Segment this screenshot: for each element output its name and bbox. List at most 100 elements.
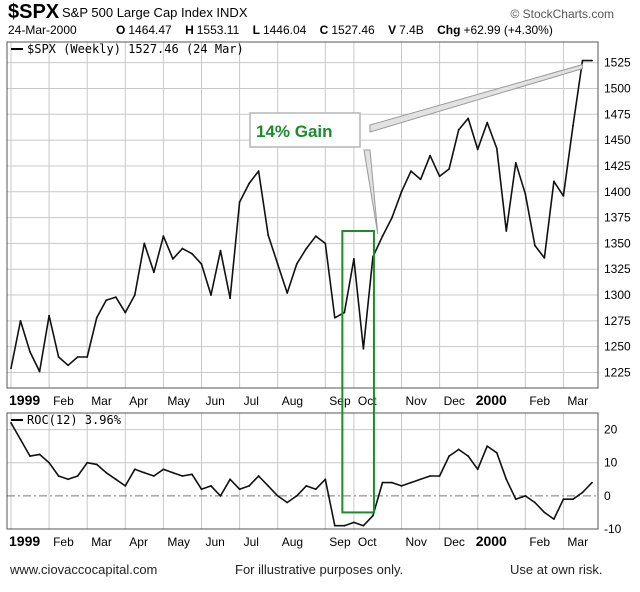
price-data-point: [76, 356, 79, 358]
price-data-point: [581, 59, 584, 62]
roc-x-tick-label: May: [167, 535, 190, 549]
roc-data-point: [400, 485, 403, 487]
roc-x-tick-label: Dec: [444, 535, 465, 549]
roc-series-line: [10, 422, 593, 527]
price-y-tick-label: 1500: [604, 81, 631, 95]
price-data-point: [324, 242, 327, 245]
price-x-tick-label: Mar: [567, 394, 588, 408]
price-data-point: [124, 311, 127, 314]
roc-data-point: [572, 498, 574, 501]
roc-data-point: [553, 518, 555, 520]
price-data-point: [457, 128, 460, 131]
callout-label: 14% Gain: [256, 122, 333, 141]
price-data-point: [95, 316, 98, 319]
price-data-point: [448, 168, 451, 170]
ohlc-readout: O 1464.47 H 1553.11 L 1446.04 C 1527.46 V 7.4…: [116, 23, 563, 37]
price-y-tick-label: 1375: [604, 211, 631, 225]
roc-x-tick-label: Nov: [406, 535, 427, 549]
price-x-tick-label: Jul: [244, 394, 259, 408]
roc-data-point: [305, 485, 308, 487]
price-data-point: [533, 244, 536, 247]
price-data-point: [572, 124, 574, 127]
roc-data-point: [533, 501, 536, 504]
price-data-point: [219, 249, 222, 252]
close-label: C: [319, 23, 329, 37]
price-data-point: [238, 201, 241, 203]
roc-data-point: [467, 455, 470, 457]
roc-y-tick-label: 20: [604, 423, 618, 437]
roc-data-point: [95, 463, 98, 466]
price-data-point: [162, 235, 165, 238]
roc-x-tick-label: Aug: [282, 535, 303, 549]
highlight-box: [341, 230, 375, 514]
price-data-point: [10, 367, 12, 370]
price-series-line: [10, 59, 592, 373]
price-data-point: [391, 216, 393, 219]
price-x-tick-label: Oct: [358, 394, 377, 408]
price-data-point: [267, 234, 270, 237]
price-data-point: [343, 311, 346, 314]
roc-x-tick-label: Mar: [91, 535, 112, 549]
quote-date: 24-Mar-2000: [8, 23, 77, 37]
price-data-point: [86, 356, 89, 358]
price-x-tick-label: Aug: [282, 394, 303, 408]
price-data-point: [591, 59, 593, 62]
price-data-point: [476, 148, 479, 151]
price-x-tick-label: Feb: [53, 394, 74, 408]
change-label: Chg: [437, 23, 461, 37]
roc-data-point: [457, 448, 460, 451]
roc-data-point: [419, 478, 422, 481]
price-data-point: [400, 190, 403, 193]
roc-data-point: [257, 475, 260, 477]
price-data-point: [419, 178, 422, 181]
footer-website: www.ciovaccocapital.com: [10, 562, 158, 577]
price-data-point: [305, 247, 308, 250]
roc-x-tick-label: Apr: [129, 535, 148, 549]
roc-data-point: [248, 485, 251, 487]
volume-label: V: [388, 23, 397, 37]
price-data-point: [524, 192, 527, 195]
price-y-tick-label: 1525: [604, 56, 631, 70]
roc-data-point: [314, 488, 317, 491]
roc-x-tick-label: Sep: [329, 535, 351, 549]
roc-x-tick-label: Jun: [205, 535, 224, 549]
roc-data-point: [295, 494, 298, 497]
roc-y-tick-label: -10: [604, 522, 622, 536]
price-data-point: [57, 356, 60, 358]
roc-data-point: [219, 494, 222, 497]
roc-data-point: [343, 524, 346, 527]
volume-value: 7.4B: [399, 23, 424, 37]
price-data-point: [429, 154, 431, 157]
roc-data-point: [476, 468, 479, 471]
price-data-point: [29, 350, 31, 353]
low-label: L: [252, 23, 260, 37]
price-x-tick-label: Apr: [129, 394, 148, 408]
price-x-tick-label: 1999: [9, 392, 40, 408]
roc-x-tick-label: Oct: [358, 535, 377, 549]
roc-data-point: [172, 471, 174, 474]
roc-data-point: [391, 481, 393, 484]
price-data-point: [410, 170, 412, 173]
roc-data-point: [486, 445, 489, 448]
roc-data-point: [276, 494, 279, 497]
roc-data-point: [114, 478, 117, 481]
roc-data-point: [429, 475, 431, 477]
roc-x-tick-label: Feb: [53, 535, 74, 549]
roc-data-point: [448, 455, 451, 457]
security-name: S&P 500 Large Cap Index INDX: [62, 5, 248, 20]
price-data-point: [38, 370, 41, 373]
roc-data-point: [333, 524, 336, 527]
roc-data-point: [10, 422, 12, 424]
close-value: 1527.46: [331, 23, 375, 37]
price-y-tick-label: 1350: [604, 236, 631, 250]
roc-data-point: [543, 511, 546, 514]
roc-y-tick-label: 0: [604, 489, 611, 503]
price-legend-label: $SPX (Weekly) 1527.46 (24 Mar): [27, 42, 244, 56]
price-data-point: [314, 235, 317, 238]
roc-data-point: [581, 491, 584, 494]
price-data-point: [276, 263, 279, 265]
price-data-point: [143, 242, 146, 245]
price-data-point: [543, 256, 546, 259]
low-value: 1446.04: [262, 23, 307, 37]
